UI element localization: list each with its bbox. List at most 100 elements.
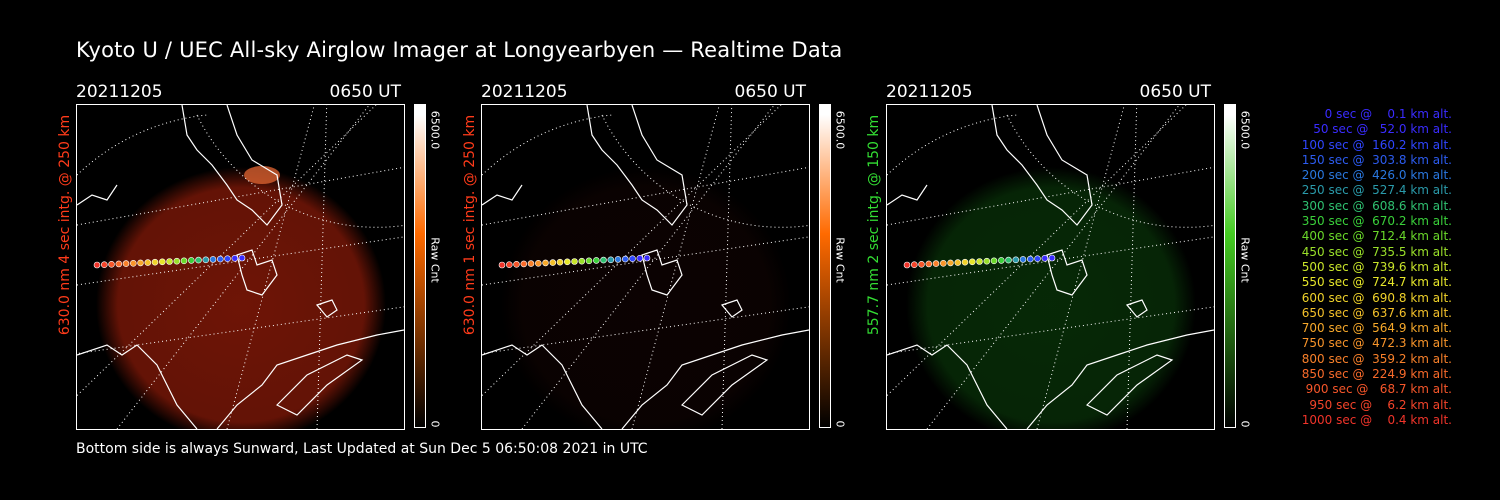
panel-date-1: 20211205 [76, 82, 163, 102]
trajectory-point [954, 259, 962, 266]
legend-entry: 450 sec @ 735.5 km alt. [1297, 244, 1452, 259]
trajectory-point [534, 260, 542, 267]
trajectory-point [918, 261, 925, 268]
airglow-disk [501, 167, 791, 429]
trajectory-point [159, 258, 166, 266]
colorbar-3 [1224, 104, 1236, 428]
trajectory-point [998, 257, 1005, 264]
panel-time-2: 0650 UT [734, 82, 807, 102]
trajectory-point [1048, 254, 1056, 262]
trajectory-point [238, 254, 246, 262]
airglow-disk [96, 167, 386, 429]
legend-entry: 100 sec @ 160.2 km alt. [1297, 137, 1452, 152]
panel-date-2: 20211205 [481, 82, 568, 102]
altitude-legend: 0 sec @ 0.1 km alt. 50 sec @ 52.0 km alt… [1262, 107, 1452, 428]
trajectory-point [151, 258, 159, 266]
panel-time-3: 0650 UT [1139, 82, 1212, 102]
trajectory-point [144, 259, 152, 266]
legend-entry: 350 sec @ 670.2 km alt. [1297, 214, 1452, 229]
bright-spot [244, 166, 280, 184]
legend-entry: 800 sec @ 359.2 km alt. [1297, 351, 1452, 366]
wavelength-label-text-3: 557.7 nm 2 sec intg. @ 150 km [866, 114, 882, 336]
trajectory-point [910, 261, 918, 268]
trajectory-point [115, 260, 123, 268]
trajectory-point [932, 260, 940, 267]
colorbar-max-1: 6500.0 [428, 110, 442, 150]
map-svg-1 [77, 105, 404, 429]
trajectory-point [622, 255, 629, 263]
legend-entry: 550 sec @ 724.7 km alt. [1297, 275, 1452, 290]
legend-entry: 1000 sec @ 0.4 km alt. [1301, 412, 1452, 427]
trajectory-point [961, 258, 969, 266]
trajectory-point [188, 257, 195, 264]
colorbar-min-3: 0 [1238, 420, 1252, 428]
colorbar-max-2: 6500.0 [833, 110, 847, 150]
legend-entry: 200 sec @ 426.0 km alt. [1297, 168, 1452, 183]
trajectory-point [1019, 256, 1027, 263]
trajectory-point [947, 259, 954, 267]
trajectory-point [939, 260, 947, 267]
legend-entry: 400 sec @ 712.4 km alt. [1297, 229, 1452, 244]
colorbar-1 [414, 104, 426, 428]
sky-image-3[interactable] [886, 104, 1215, 430]
trajectory-point [1034, 255, 1041, 262]
legend-entry: 850 sec @ 224.9 km alt. [1297, 367, 1452, 382]
trajectory-point [585, 257, 593, 265]
panel-time-1: 0650 UT [329, 82, 402, 102]
trajectory-point [976, 258, 983, 265]
trajectory-point [513, 261, 520, 268]
legend-entry: 950 sec @ 6.2 km alt. [1305, 397, 1452, 412]
trajectory-point [549, 259, 557, 266]
trajectory-point [520, 260, 528, 268]
trajectory-point [108, 261, 115, 268]
legend-entry: 250 sec @ 527.4 km alt. [1297, 183, 1452, 198]
trajectory-point [202, 256, 210, 264]
trajectory-point [578, 257, 586, 265]
image-panel-1: 20211205 0650 UT [76, 80, 436, 430]
image-panel-3: 20211205 0650 UT [886, 80, 1246, 430]
trajectory-point [990, 257, 998, 265]
legend-entry: 150 sec @ 303.8 km alt. [1297, 152, 1452, 167]
sky-image-2[interactable] [481, 104, 810, 430]
legend-entry: 650 sec @ 637.6 km alt. [1297, 305, 1452, 320]
trajectory-point [224, 255, 231, 262]
trajectory-point [231, 255, 239, 262]
trajectory-point [137, 259, 144, 267]
wavelength-label-2: 630.0 nm 1 sec intg. @ 250 km [460, 80, 480, 370]
wavelength-label-text-2: 630.0 nm 1 sec intg. @ 250 km [462, 114, 478, 336]
trajectory-point [1027, 255, 1034, 263]
trajectory-point [129, 260, 137, 267]
legend-entry: 750 sec @ 472.3 km alt. [1297, 336, 1452, 351]
trajectory-point [195, 256, 202, 264]
trajectory-point [166, 258, 173, 265]
map-svg-2 [482, 105, 809, 429]
legend-entry: 50 sec @ 52.0 km alt. [1305, 122, 1452, 137]
legend-entry: 600 sec @ 690.8 km alt. [1297, 290, 1452, 305]
trajectory-point [180, 257, 188, 265]
map-svg-3 [887, 105, 1214, 429]
colorbar-2 [819, 104, 831, 428]
legend-entry: 900 sec @ 68.7 km alt. [1301, 382, 1452, 397]
trajectory-point [903, 261, 911, 269]
wavelength-label-3: 557.7 nm 2 sec intg. @ 150 km [864, 80, 884, 370]
trajectory-point [209, 256, 217, 263]
panel-date-3: 20211205 [886, 82, 973, 102]
colorbar-unit-1: Raw Cnt [428, 237, 442, 283]
trajectory-point [983, 257, 991, 265]
image-panel-2: 20211205 0650 UT [481, 80, 841, 430]
trajectory-point [636, 255, 644, 262]
trajectory-point [593, 257, 600, 264]
airglow-disk [906, 167, 1196, 429]
trajectory-point [643, 254, 651, 262]
trajectory-point [969, 258, 976, 266]
trajectory-point [173, 257, 181, 265]
trajectory-point [93, 261, 101, 269]
trajectory-point [607, 256, 615, 264]
wavelength-label-1: 630.0 nm 4 sec intg. @ 250 km [55, 80, 75, 370]
trajectory-point [1012, 256, 1020, 264]
trajectory-point [122, 260, 130, 267]
trajectory-point [614, 256, 622, 263]
legend-entry: 0 sec @ 0.1 km alt. [1313, 107, 1452, 121]
wavelength-label-text-1: 630.0 nm 4 sec intg. @ 250 km [57, 114, 73, 336]
sky-image-1[interactable] [76, 104, 405, 430]
